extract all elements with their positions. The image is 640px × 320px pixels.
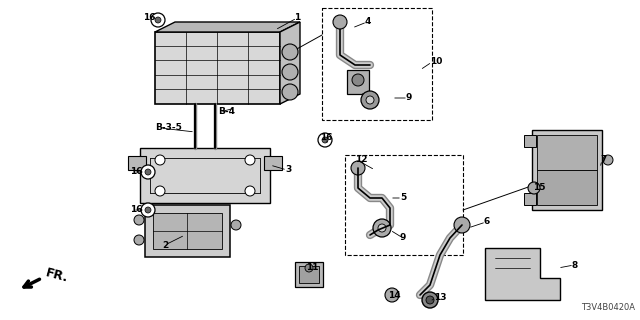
Text: 9: 9 — [405, 93, 412, 102]
Circle shape — [141, 165, 155, 179]
Bar — [524, 135, 536, 147]
Circle shape — [155, 17, 161, 23]
Text: 11: 11 — [306, 263, 319, 273]
Circle shape — [454, 217, 470, 233]
Circle shape — [245, 186, 255, 196]
Text: 12: 12 — [355, 156, 367, 164]
Circle shape — [145, 207, 151, 213]
Text: 6: 6 — [484, 218, 490, 227]
Text: 4: 4 — [365, 18, 371, 27]
Bar — [524, 193, 536, 205]
Circle shape — [361, 91, 379, 109]
Text: B-3-5: B-3-5 — [155, 124, 182, 132]
Circle shape — [603, 155, 613, 165]
Circle shape — [385, 288, 399, 302]
Text: 10: 10 — [430, 58, 442, 67]
Bar — [322, 8, 432, 120]
Circle shape — [155, 186, 165, 196]
Circle shape — [282, 44, 298, 60]
Circle shape — [422, 292, 438, 308]
Bar — [537, 135, 597, 170]
Text: 9: 9 — [400, 234, 406, 243]
Circle shape — [245, 155, 255, 165]
Bar — [155, 32, 280, 104]
Circle shape — [366, 96, 374, 104]
Circle shape — [352, 74, 364, 86]
Bar — [295, 262, 323, 287]
Bar — [347, 70, 369, 94]
Circle shape — [141, 203, 155, 217]
Circle shape — [378, 224, 386, 232]
Polygon shape — [280, 22, 300, 104]
Circle shape — [282, 64, 298, 80]
Polygon shape — [155, 22, 300, 32]
Circle shape — [151, 13, 165, 27]
Bar — [128, 156, 146, 170]
Text: FR.: FR. — [44, 267, 70, 285]
Circle shape — [333, 15, 347, 29]
Text: 1: 1 — [294, 13, 300, 22]
Circle shape — [231, 220, 241, 230]
Text: 7: 7 — [600, 156, 606, 164]
Text: 8: 8 — [572, 260, 579, 269]
Circle shape — [318, 133, 332, 147]
Text: 15: 15 — [533, 183, 545, 193]
Bar — [264, 156, 282, 170]
Circle shape — [134, 235, 144, 245]
Circle shape — [322, 137, 328, 143]
Circle shape — [134, 215, 144, 225]
Bar — [140, 148, 270, 203]
Text: T3V4B0420A: T3V4B0420A — [581, 303, 635, 312]
Circle shape — [145, 169, 151, 175]
Bar — [299, 266, 319, 283]
Bar — [153, 213, 222, 249]
Bar — [532, 130, 602, 210]
Polygon shape — [485, 248, 560, 300]
Circle shape — [426, 296, 434, 304]
Text: 2: 2 — [162, 241, 168, 250]
Text: 3: 3 — [285, 165, 291, 174]
Circle shape — [282, 84, 298, 100]
Text: 5: 5 — [400, 194, 406, 203]
Circle shape — [155, 155, 165, 165]
Text: 13: 13 — [434, 293, 447, 302]
Bar — [145, 205, 230, 257]
Text: 16: 16 — [143, 13, 156, 22]
Circle shape — [351, 161, 365, 175]
Text: 16: 16 — [130, 205, 143, 214]
Text: 16: 16 — [320, 133, 333, 142]
Bar — [345, 155, 463, 255]
Text: 16: 16 — [130, 167, 143, 177]
Bar — [537, 170, 597, 205]
Circle shape — [305, 264, 313, 272]
Circle shape — [373, 219, 391, 237]
Text: 14: 14 — [388, 291, 401, 300]
Circle shape — [528, 182, 540, 194]
Text: B-4: B-4 — [218, 108, 235, 116]
